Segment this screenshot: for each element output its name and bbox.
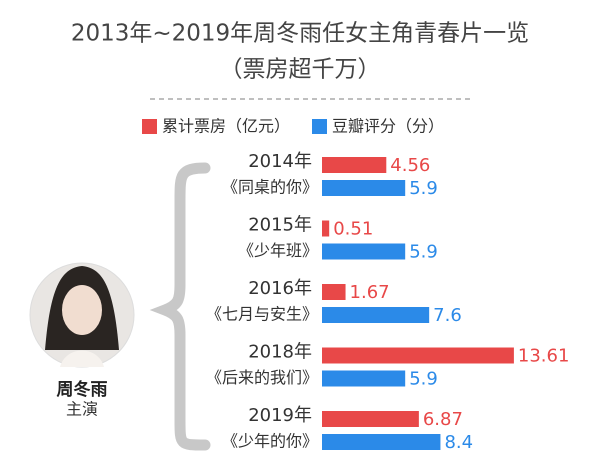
bar (322, 347, 514, 364)
bar (322, 243, 406, 260)
category-label: 2018年 (248, 342, 312, 363)
value-label: 5.9 (409, 369, 438, 390)
film-label: 《七月与安生》 (206, 305, 318, 324)
category-label: 2019年 (248, 405, 312, 426)
value-label: 1.67 (350, 282, 390, 303)
film-label: 《少年班》 (238, 241, 318, 260)
legend-swatch (312, 119, 327, 134)
photo (29, 262, 135, 368)
value-label: 5.9 (409, 178, 438, 199)
chart-subtitle: （票房超千万） (220, 57, 381, 83)
film-label: 《同桌的你》 (222, 178, 318, 197)
chart-title: 2013年~2019年周冬雨任女主角青春片一览 (71, 21, 529, 47)
bar (322, 307, 430, 323)
bar (322, 370, 406, 387)
brace (149, 162, 211, 451)
film-label: 《后来的我们》 (206, 368, 318, 387)
legend-label: 累计票房（亿元） (162, 117, 290, 136)
bar (322, 434, 441, 450)
star-role: 主演 (66, 400, 98, 419)
bar (322, 411, 419, 427)
category-label: 2015年 (248, 215, 312, 236)
bar (322, 157, 387, 173)
value-label: 4.56 (390, 155, 430, 176)
category-label: 2014年 (248, 151, 312, 172)
film-label: 《少年的你》 (222, 432, 318, 451)
bar (322, 220, 330, 237)
value-label: 0.51 (333, 219, 373, 240)
star-name: 周冬雨 (57, 379, 108, 400)
bar (322, 180, 406, 196)
value-label: 13.61 (518, 346, 570, 367)
legend-label: 豆瓣评分（分） (332, 117, 444, 136)
category-label: 2016年 (248, 278, 312, 299)
value-label: 5.9 (409, 242, 438, 263)
value-label: 6.87 (423, 409, 463, 430)
value-label: 8.4 (444, 432, 473, 453)
legend-swatch (142, 119, 157, 134)
bar (322, 284, 346, 300)
value-label: 7.6 (433, 305, 462, 326)
